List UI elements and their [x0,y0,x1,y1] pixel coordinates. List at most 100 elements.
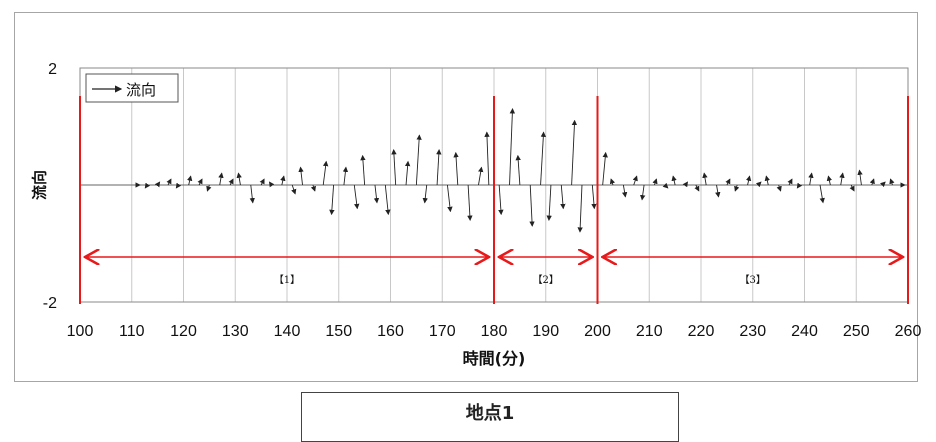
flow-arrow [621,184,628,198]
segment-label-3: 【3】 [740,274,766,286]
flow-arrow [373,184,380,204]
flow-arrow [187,175,193,186]
flow-arrow [236,172,242,186]
flow-arrow [310,184,316,192]
flow-arrow [725,178,731,186]
flow-arrow [755,181,762,188]
flow-arrow [839,172,845,186]
flow-arrow [560,184,566,210]
flow-arrow [715,184,721,198]
segment-label-1: 【1】 [274,274,300,286]
flow-arrow [702,172,708,186]
flow-arrow [515,154,521,186]
x-tick-label-110: 110 [119,323,145,340]
x-tick-label-200: 200 [584,323,611,340]
x-tick-label-170: 170 [429,323,456,340]
flow-arrow [694,184,700,192]
flow-arrow [360,154,366,186]
flow-arrow [298,166,304,186]
flow-arrow [249,184,255,204]
flow-arrow [734,184,740,192]
flow-arrow [404,160,411,186]
site-label-box: 地点1 [301,392,679,442]
x-axis-title: 時間(分) [463,349,526,368]
flow-arrow [591,184,597,210]
x-tick-label-190: 190 [532,323,559,340]
flow-arrow [662,182,669,189]
flow-arrow [632,175,638,186]
flow-arrow [228,178,234,186]
flow-arrow [268,181,275,188]
flow-arrow [602,151,608,186]
flow-arrow [175,182,182,189]
quiver-chart: 100 110 120 130 140 150 160 170 180 190 200 210 220 2… [31,61,922,368]
flow-arrow [796,182,803,189]
flow-arrow [880,181,886,188]
flow-arrow [342,166,349,186]
flow-arrow [422,184,428,204]
flow-arrow [353,184,360,210]
y-tick-label-neg2: -2 [43,295,57,312]
flow-arrow [808,172,814,186]
site-label: 地点1 [465,403,515,424]
flow-arrow [869,178,875,186]
flow-arrow [144,182,151,189]
flow-arrow [889,178,895,186]
flow-arrow [826,175,833,186]
flow-arrow [529,184,535,227]
x-tick-label-130: 130 [222,323,249,340]
flow-arrow [436,149,442,186]
flow-arrow [291,184,297,195]
x-tick-label-140: 140 [274,323,301,340]
flow-arrow [609,178,616,186]
flow-arrow [671,175,677,186]
flow-arrow [640,184,646,201]
flow-arrow [849,184,855,192]
flow-arrow [577,184,583,233]
flow-arrow [540,131,547,186]
x-tick-label-180: 180 [481,323,508,340]
segment-label-2: 【2】 [533,274,559,286]
x-tick-label-150: 150 [325,323,352,340]
legend-box [85,73,179,103]
flow-arrow [259,178,265,186]
flow-arrow [498,184,504,216]
x-tick-label-230: 230 [739,323,766,340]
flow-arrow [415,134,422,186]
x-tick-label-260: 260 [895,323,922,340]
x-tick-label-210: 210 [636,323,663,340]
flow-arrow [478,166,484,186]
flow-arrow [484,131,490,186]
x-tick-label-240: 240 [791,323,818,340]
x-tick-label-250: 250 [843,323,870,340]
flow-arrow [329,184,335,216]
x-tick-label-120: 120 [170,323,197,340]
y-axis-title: 流向 [31,170,49,200]
flow-arrow [322,160,329,186]
flow-arrow [819,184,825,204]
flow-arrow [218,172,224,186]
flow-arrow [154,181,161,188]
flow-arrow [446,184,453,213]
flow-arrow [652,178,658,186]
y-tick-label-2: 2 [48,61,57,78]
legend-label: 流向 [126,81,156,99]
flow-arrow [206,184,212,192]
flow-arrow [166,178,172,186]
flow-arrow [280,175,286,186]
flow-arrow [776,184,782,192]
x-tick-label-100: 100 [67,323,94,340]
flow-arrow [745,175,752,186]
flow-arrow [391,149,397,186]
flow-arrow [197,178,203,186]
flow-arrow [467,184,473,221]
flow-arrow [764,175,770,186]
flow-arrow [857,169,863,186]
chart-frame [14,12,918,382]
x-tick-label-220: 220 [688,323,715,340]
flow-arrow [546,184,552,221]
x-tick-label-160: 160 [377,323,404,340]
flow-arrow [787,178,793,186]
flow-arrow [682,181,688,188]
flow-arrow [384,184,391,216]
